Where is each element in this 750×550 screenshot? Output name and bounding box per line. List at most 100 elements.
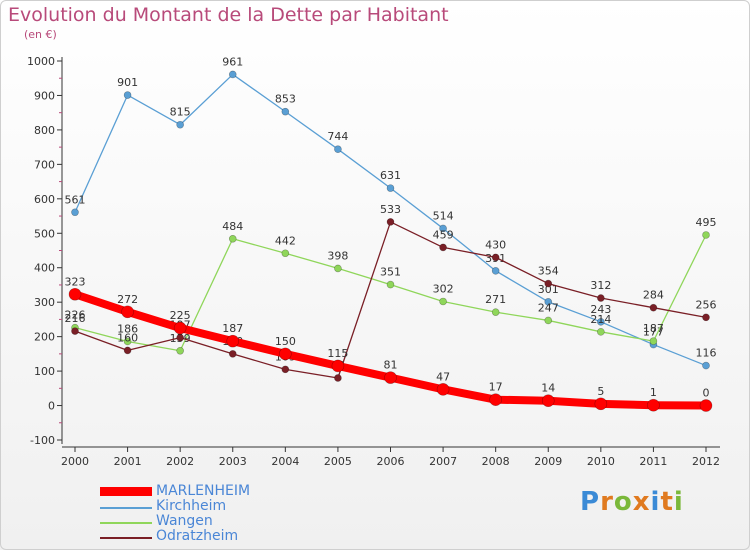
y-tick-label: 0 bbox=[48, 400, 55, 413]
data-point-odratzheim bbox=[597, 294, 605, 302]
legend-swatch-odratzheim bbox=[100, 537, 152, 539]
legend-swatch-marlenheim bbox=[100, 487, 152, 496]
data-point-odratzheim bbox=[439, 243, 447, 252]
x-tick-label: 2003 bbox=[219, 455, 247, 468]
data-label-odratzheim: 459 bbox=[433, 228, 454, 241]
data-point-marlenheim bbox=[226, 334, 240, 348]
data-label-kirchheim: 301 bbox=[538, 283, 559, 296]
x-tick-label: 2005 bbox=[324, 455, 352, 468]
y-tick-label: 100 bbox=[34, 365, 55, 378]
data-point-marlenheim bbox=[331, 359, 345, 373]
series-marlenheim: 323 272 225 187 150 115 81 47 17 14 5 1 0 bbox=[65, 275, 713, 412]
y-tick-label: -100 bbox=[30, 434, 55, 447]
legend-swatch-wangen bbox=[100, 522, 152, 524]
x-tick-label: 2009 bbox=[534, 455, 562, 468]
data-point-wangen bbox=[281, 249, 290, 258]
x-tick-label: 2006 bbox=[377, 455, 405, 468]
y-tick-label: 600 bbox=[34, 193, 55, 206]
legend-label: Odratzheim bbox=[156, 528, 239, 544]
x-tick-label: 2001 bbox=[114, 455, 142, 468]
data-label-marlenheim: 47 bbox=[436, 370, 450, 383]
data-point-wangen bbox=[334, 264, 342, 273]
proxiti-logo: Proxiti bbox=[580, 487, 684, 517]
y-tick-label: 800 bbox=[34, 124, 55, 137]
data-point-odratzheim bbox=[491, 253, 500, 262]
data-point-odratzheim bbox=[176, 333, 184, 342]
data-label-kirchheim: 744 bbox=[327, 130, 348, 143]
data-label-marlenheim: 0 bbox=[703, 387, 710, 400]
data-point-wangen bbox=[597, 328, 605, 336]
series-odratzheim: 21616019715010580533459430354312284256 bbox=[65, 203, 717, 382]
legend-label: MARLENHEIM bbox=[156, 483, 251, 499]
y-tick-label: 300 bbox=[34, 296, 55, 309]
data-point-wangen bbox=[702, 231, 710, 239]
data-label-wangen: 302 bbox=[433, 282, 454, 295]
data-point-marlenheim bbox=[436, 383, 450, 396]
data-point-kirchheim bbox=[281, 107, 290, 116]
y-tick-label: 500 bbox=[34, 227, 55, 240]
data-label-kirchheim: 631 bbox=[380, 169, 401, 182]
data-point-wangen bbox=[649, 337, 658, 345]
data-point-odratzheim bbox=[71, 327, 79, 335]
series-line-odratzheim bbox=[74, 221, 707, 379]
x-tick-label: 2000 bbox=[61, 455, 89, 468]
data-point-marlenheim bbox=[68, 287, 82, 301]
data-point-marlenheim bbox=[699, 399, 713, 412]
data-label-kirchheim: 561 bbox=[65, 193, 86, 206]
data-label-kirchheim: 961 bbox=[222, 55, 243, 68]
y-tick-label: 1000 bbox=[27, 55, 55, 68]
data-point-marlenheim bbox=[647, 398, 660, 412]
data-point-kirchheim bbox=[386, 184, 395, 192]
data-point-marlenheim bbox=[173, 321, 187, 335]
data-label-marlenheim: 323 bbox=[65, 275, 86, 288]
legend-swatch-kirchheim bbox=[100, 507, 152, 509]
data-point-odratzheim bbox=[228, 350, 237, 358]
x-tick-label: 2012 bbox=[692, 455, 720, 468]
data-label-odratzheim: 256 bbox=[696, 298, 717, 311]
data-label-marlenheim: 17 bbox=[489, 381, 503, 394]
data-label-wangen: 187 bbox=[643, 322, 664, 335]
data-label-kirchheim: 815 bbox=[170, 106, 191, 119]
data-label-kirchheim: 116 bbox=[696, 347, 717, 360]
data-label-kirchheim: 514 bbox=[433, 209, 454, 222]
y-tick-label: 700 bbox=[34, 158, 55, 171]
data-point-wangen bbox=[439, 297, 447, 306]
legend-label: Kirchheim bbox=[156, 498, 227, 514]
data-label-kirchheim: 177 bbox=[643, 326, 664, 339]
x-tick-label: 2008 bbox=[482, 455, 510, 468]
data-label-marlenheim: 5 bbox=[597, 385, 604, 398]
data-label-marlenheim: 187 bbox=[222, 322, 243, 335]
x-tick-label: 2011 bbox=[639, 455, 667, 468]
data-point-kirchheim bbox=[597, 318, 605, 326]
y-tick-label: 200 bbox=[34, 331, 55, 344]
data-point-wangen bbox=[491, 308, 500, 316]
data-label-wangen: 186 bbox=[117, 322, 138, 335]
data-point-odratzheim bbox=[702, 313, 710, 322]
data-point-odratzheim bbox=[649, 303, 658, 312]
data-label-odratzheim: 160 bbox=[117, 331, 138, 344]
data-point-odratzheim bbox=[334, 374, 342, 382]
data-point-kirchheim bbox=[544, 298, 553, 306]
data-label-wangen: 398 bbox=[327, 249, 348, 262]
data-label-marlenheim: 272 bbox=[117, 293, 138, 306]
data-point-kirchheim bbox=[439, 224, 447, 233]
data-label-wangen: 442 bbox=[275, 234, 296, 247]
data-label-odratzheim: 354 bbox=[538, 265, 559, 278]
data-label-odratzheim: 533 bbox=[380, 203, 401, 216]
data-label-wangen: 351 bbox=[380, 266, 401, 279]
x-tick-label: 2004 bbox=[271, 455, 299, 468]
data-label-wangen: 226 bbox=[65, 309, 86, 322]
data-label-odratzheim: 430 bbox=[485, 238, 506, 251]
data-label-marlenheim: 150 bbox=[275, 335, 296, 348]
data-point-kirchheim bbox=[176, 120, 184, 129]
data-point-wangen bbox=[544, 316, 553, 325]
data-label-marlenheim: 225 bbox=[170, 309, 191, 322]
data-label-kirchheim: 243 bbox=[590, 303, 611, 316]
data-label-odratzheim: 312 bbox=[590, 279, 611, 292]
chart-title: Evolution du Montant de la Dette par Hab… bbox=[8, 4, 449, 26]
data-label-wangen: 495 bbox=[696, 216, 717, 229]
data-point-marlenheim bbox=[541, 394, 555, 408]
data-point-odratzheim bbox=[281, 365, 290, 374]
data-point-odratzheim bbox=[123, 346, 132, 355]
